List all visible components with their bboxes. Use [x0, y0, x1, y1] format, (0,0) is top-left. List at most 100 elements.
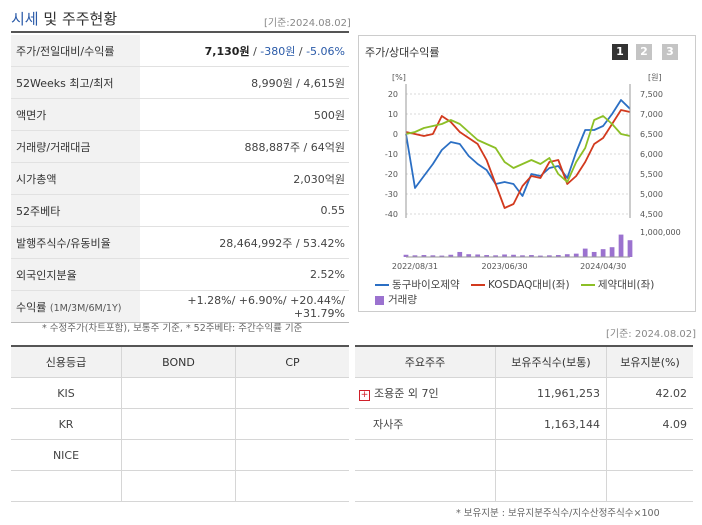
row-value: 7,130원 / -380원 / -5.06%: [140, 35, 349, 67]
price-summary-table: 주가/전일대비/수익률 7,130원 / -380원 / -5.06% 52We…: [11, 35, 349, 323]
cp-cell: [235, 439, 349, 471]
series-line: [405, 115, 631, 183]
row-value: 28,464,992주 / 53.42%: [140, 226, 349, 259]
legend-swatch: [580, 284, 595, 286]
row-value: 2,030억원: [140, 162, 349, 195]
agency-cell: [11, 470, 122, 502]
right-axis-unit: [원]: [648, 73, 662, 82]
volume-bar: [475, 254, 481, 257]
row-value: 888,887주 / 64억원: [140, 130, 349, 163]
volume-bar: [466, 254, 472, 257]
table-row: [355, 439, 693, 471]
shares-cell: 1,163,144: [495, 408, 607, 440]
chart-legend: 동구바이오제약 KOSDAQ대비(좌) 제약대비(좌): [375, 277, 654, 292]
holder-name-cell: + 조용준 외 7인: [355, 377, 496, 409]
row-label: 수익률 (1M/3M/6M/1Y): [11, 290, 140, 323]
legend-swatch: [375, 295, 384, 305]
table-row: [11, 470, 349, 502]
legend-label: 동구바이오제약: [392, 279, 460, 291]
volume-bar: [421, 255, 427, 257]
right-tick-label: 5,500: [640, 170, 663, 179]
row-label: 시가총액: [11, 162, 140, 195]
section-title-highlight: 시세: [11, 10, 39, 28]
reference-date: [기준:2024.08.02]: [264, 18, 351, 29]
right-tick-label: 4,500: [640, 210, 663, 219]
row-label: 주가/전일대비/수익률: [11, 35, 140, 67]
volume-bar: [600, 249, 606, 257]
x-tick-label: 2023/06/30: [482, 262, 528, 271]
table-row: 외국인지분율 2.52%: [11, 258, 349, 291]
chart-tab-2[interactable]: 2: [636, 44, 652, 60]
pct-cell: 4.09: [606, 408, 693, 440]
volume-bar: [627, 240, 633, 257]
holder-name: [355, 470, 496, 502]
column-header: 신용등급: [11, 346, 122, 378]
volume-bar: [609, 247, 615, 257]
agency-cell: KIS: [11, 377, 122, 409]
holder-name: 자사주: [355, 408, 496, 440]
left-tick-label: 0: [393, 130, 398, 139]
volume-bar: [502, 254, 507, 257]
agency-cell: NICE: [11, 439, 122, 471]
volume-bar: [546, 255, 552, 257]
volume-tick-label: 1,000,000: [640, 228, 681, 237]
legend-label: KOSDAQ대비(좌): [487, 279, 570, 291]
cp-cell: [235, 377, 349, 409]
legend-swatch: [470, 284, 485, 286]
row-label: 발행주식수/유동비율: [11, 226, 140, 259]
summary-footnote: * 수정주가(차트포함), 보통주 기준, * 52주베타: 주간수익률 기준: [42, 323, 303, 334]
row-label: 52Weeks 최고/최저: [11, 66, 140, 99]
expand-icon[interactable]: +: [359, 390, 370, 401]
table-row: 액면가 500원: [11, 98, 349, 131]
bond-cell: [121, 439, 236, 471]
table-row: 거래량/거래대금 888,887주 / 64억원: [11, 130, 349, 163]
left-tick-label: 20: [388, 90, 398, 99]
pct-cell: [606, 439, 693, 471]
table-row: 52Weeks 최고/최저 8,990원 / 4,615원: [11, 66, 349, 99]
row-label: 액면가: [11, 98, 140, 131]
pct-cell: [606, 470, 693, 502]
right-tick-label: 6,500: [640, 130, 663, 139]
legend-item: 제약대비(좌): [580, 279, 654, 291]
row-value: 8,990원 / 4,615원: [140, 66, 349, 99]
chart-title: 주가/상대수익률: [365, 46, 440, 59]
volume-bar: [493, 255, 498, 257]
table-row: 주가/전일대비/수익률 7,130원 / -380원 / -5.06%: [11, 35, 349, 67]
row-value: 500원: [140, 98, 349, 131]
shares-cell: [495, 439, 607, 471]
separator: /: [249, 44, 261, 58]
shares-cell: [495, 470, 607, 502]
chart-tab-3[interactable]: 3: [662, 44, 678, 60]
legend-item: KOSDAQ대비(좌): [470, 279, 570, 291]
table-row: 52주베타 0.55: [11, 194, 349, 227]
legend-swatch: [375, 284, 389, 286]
volume-bar: [484, 255, 490, 257]
separator: /: [295, 44, 307, 58]
volume-bar: [403, 254, 409, 257]
stock-chart: [%] [원] 20 10 0 -10 -20 -30 -40 7,500 7,000 6,500…: [385, 73, 681, 271]
table-header-row: 주요주주 보유주식수(보통) 보유지분(%): [355, 346, 693, 378]
pct-cell: 42.02: [606, 377, 693, 409]
right-tick-label: 7,500: [640, 90, 663, 99]
bond-cell: [121, 408, 236, 440]
volume-bar: [618, 234, 624, 257]
row-label: 거래량/거래대금: [11, 130, 140, 163]
column-header: 보유주식수(보통): [495, 346, 607, 378]
table-row: NICE: [11, 439, 349, 471]
volume-bar: [412, 255, 418, 257]
chart-tab-1[interactable]: 1: [612, 44, 628, 60]
series-line: [405, 99, 631, 197]
returns-period: (1M/3M/6M/1Y): [49, 302, 122, 314]
table-row: 발행주식수/유동비율 28,464,992주 / 53.42%: [11, 226, 349, 259]
change-rate: -5.06%: [306, 44, 345, 58]
table-row: 시가총액 2,030억원: [11, 162, 349, 195]
volume-bar: [555, 255, 561, 257]
holders-footnote: * 보유지분 : 보유지분주식수/지수산정주식수×100: [456, 508, 660, 519]
left-axis-unit: [%]: [392, 73, 406, 82]
holders-reference-date: [기준: 2024.08.02]: [606, 329, 697, 340]
row-value: 2.52%: [140, 258, 349, 291]
volume-bar: [457, 251, 463, 257]
row-label: 외국인지분율: [11, 258, 140, 291]
volume-bar: [448, 254, 454, 257]
volume-bar: [591, 251, 597, 257]
